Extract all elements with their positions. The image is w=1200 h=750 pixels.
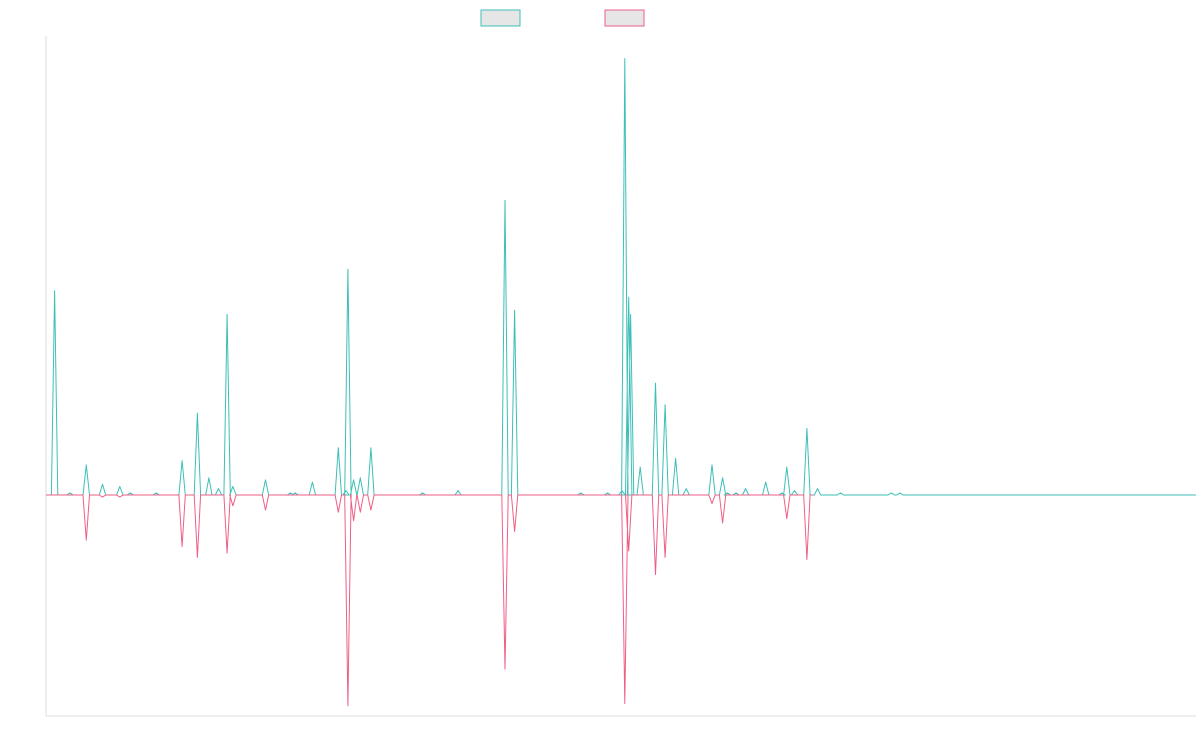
series-2-point-14[interactable] bbox=[503, 667, 507, 671]
series-1-point-31[interactable] bbox=[623, 57, 627, 61]
series-1-point-41[interactable] bbox=[725, 491, 729, 495]
series-1-point-52[interactable] bbox=[898, 491, 902, 495]
series-1-point-2[interactable] bbox=[68, 491, 72, 495]
series-1-point-44[interactable] bbox=[764, 480, 768, 484]
series-line-2 bbox=[46, 494, 813, 707]
series-1-point-15[interactable] bbox=[288, 491, 292, 495]
series-2-point-1[interactable] bbox=[84, 538, 88, 542]
series-1-point-45[interactable] bbox=[780, 491, 784, 495]
series-1-point-26[interactable] bbox=[503, 198, 507, 202]
series-1-point-34[interactable] bbox=[638, 465, 642, 469]
series-2-point-15[interactable] bbox=[513, 530, 517, 534]
series-1-point-17[interactable] bbox=[310, 480, 314, 484]
series-2-point-4[interactable] bbox=[180, 545, 184, 549]
series-1-point-47[interactable] bbox=[793, 489, 797, 493]
series-1-point-30[interactable] bbox=[620, 489, 624, 493]
series-1-point-49[interactable] bbox=[816, 487, 820, 491]
series-2-point-22[interactable] bbox=[785, 517, 789, 521]
series-1-point-20[interactable] bbox=[346, 267, 350, 271]
series-1-point-12[interactable] bbox=[225, 312, 229, 316]
series-1-point-38[interactable] bbox=[684, 487, 688, 491]
plot-area bbox=[46, 57, 1196, 708]
series-1-point-32[interactable] bbox=[627, 295, 631, 299]
series-2-point-3[interactable] bbox=[118, 495, 122, 499]
series-2-point-7[interactable] bbox=[231, 504, 235, 508]
series-2-point-16[interactable] bbox=[623, 702, 627, 706]
series-1-point-16[interactable] bbox=[293, 491, 297, 495]
series-1-point-27[interactable] bbox=[513, 308, 517, 312]
series-1-point-43[interactable] bbox=[744, 487, 748, 491]
series-1-point-23[interactable] bbox=[369, 446, 373, 450]
series-2-point-17[interactable] bbox=[627, 549, 631, 553]
series-2-point-10[interactable] bbox=[346, 704, 350, 708]
series-1-point-9[interactable] bbox=[195, 411, 199, 415]
series-1-point-4[interactable] bbox=[101, 482, 105, 486]
series-2-point-18[interactable] bbox=[654, 573, 658, 577]
series-1-point-8[interactable] bbox=[180, 459, 184, 463]
series-1-point-1[interactable] bbox=[53, 289, 57, 293]
legend-swatch-series-2[interactable] bbox=[604, 9, 645, 27]
series-1-point-50[interactable] bbox=[839, 491, 843, 495]
series-2-point-12[interactable] bbox=[358, 510, 362, 514]
series-line-1 bbox=[46, 58, 1196, 496]
series-2-point-5[interactable] bbox=[195, 555, 199, 559]
series-1-point-10[interactable] bbox=[207, 476, 211, 480]
series-2-point-11[interactable] bbox=[352, 519, 356, 523]
series-2-point-21[interactable] bbox=[721, 521, 725, 525]
series-1-point-25[interactable] bbox=[456, 489, 460, 493]
series-1-point-51[interactable] bbox=[889, 491, 893, 495]
series-1-point-28[interactable] bbox=[579, 491, 583, 495]
series-1-point-24[interactable] bbox=[421, 491, 425, 495]
series-1-point-35[interactable] bbox=[654, 381, 658, 385]
series-1-point-19[interactable] bbox=[344, 489, 348, 493]
series-1-point-42[interactable] bbox=[734, 491, 738, 495]
series-1-point-6[interactable] bbox=[128, 491, 132, 495]
series-1-point-29[interactable] bbox=[606, 491, 610, 495]
series-1-point-37[interactable] bbox=[674, 456, 678, 460]
series-2-point-20[interactable] bbox=[710, 502, 714, 506]
series-2-point-8[interactable] bbox=[264, 508, 268, 512]
series-1-point-48[interactable] bbox=[805, 426, 809, 430]
series-2-point-2[interactable] bbox=[101, 495, 105, 499]
series-2-point-13[interactable] bbox=[369, 508, 373, 512]
series-1-point-39[interactable] bbox=[710, 463, 714, 467]
series-1-point-22[interactable] bbox=[358, 476, 362, 480]
series-1-point-3[interactable] bbox=[84, 463, 88, 467]
series-2-point-19[interactable] bbox=[663, 555, 667, 559]
series-1-point-36[interactable] bbox=[663, 403, 667, 407]
series-1-point-21[interactable] bbox=[352, 478, 356, 482]
series-1-point-11[interactable] bbox=[217, 487, 221, 491]
legend bbox=[480, 9, 645, 27]
series-2-point-6[interactable] bbox=[225, 551, 229, 555]
series-1-point-13[interactable] bbox=[231, 484, 235, 488]
series-1-point-33[interactable] bbox=[629, 312, 633, 316]
series-1-point-40[interactable] bbox=[721, 476, 725, 480]
series-1-point-46[interactable] bbox=[785, 465, 789, 469]
series-1-point-7[interactable] bbox=[154, 491, 158, 495]
series-1-point-18[interactable] bbox=[336, 446, 340, 450]
legend-swatch-series-1[interactable] bbox=[480, 9, 521, 27]
series-1-point-14[interactable] bbox=[264, 478, 268, 482]
series-2-point-9[interactable] bbox=[336, 510, 340, 514]
series-1-point-5[interactable] bbox=[118, 484, 122, 488]
series-2-point-23[interactable] bbox=[805, 558, 809, 562]
